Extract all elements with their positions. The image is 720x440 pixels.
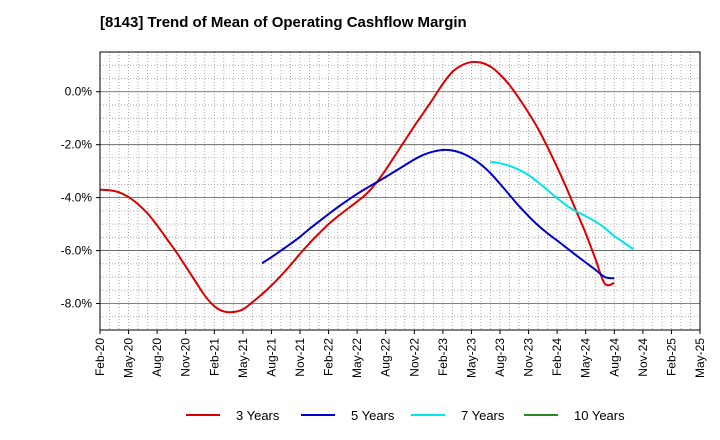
legend-swatch [524,414,558,416]
y-tick-label: -6.0% [61,244,93,258]
plot-frame [99,51,701,331]
series-layer [99,60,634,314]
series-line-3-years [99,60,615,314]
x-tick-label: Aug-22 [379,338,393,377]
x-tick-label: Feb-21 [207,338,221,376]
legend-label: 3 Years [236,407,280,423]
series-line-7-years [490,160,634,251]
x-tick-label: May-21 [236,338,250,378]
legend-item: 3 Years [186,404,279,426]
x-tick-label: Feb-24 [550,338,564,376]
x-tick-label: Nov-23 [522,338,536,377]
x-tick-label: Nov-22 [407,338,421,377]
x-tick-label: Nov-20 [179,338,193,377]
legend-item: 10 Years [524,404,625,426]
x-axis-ticks: Feb-20 May-20 Aug-20 Nov-20 Feb-21 May-21 Aug-… [93,330,707,378]
grid-layer [100,52,700,330]
legend-swatch [301,414,335,416]
y-tick-label: -2.0% [61,138,93,152]
legend: 3 Years 5 Years 7 Years 10 Years [0,404,720,426]
legend-swatch [186,414,220,416]
x-tick-label: May-25 [693,338,707,378]
x-tick-label: Nov-24 [636,338,650,377]
legend-swatch [411,414,445,416]
x-tick-label: May-20 [122,338,136,378]
y-tick-label: 0.0% [65,85,93,99]
legend-label: 5 Years [351,407,395,423]
x-tick-label: Aug-21 [264,338,278,377]
legend-label: 7 Years [461,407,505,423]
y-axis-ticks: 0.0% -2.0% -4.0% -6.0% -8.0% [61,85,100,311]
legend-item: 7 Years [411,404,504,426]
x-tick-label: Feb-20 [93,338,107,376]
x-tick-label: Feb-22 [322,338,336,376]
legend-item: 5 Years [301,404,394,426]
x-tick-label: May-22 [350,338,364,378]
x-tick-label: May-24 [579,338,593,378]
y-tick-label: -4.0% [61,191,93,205]
x-tick-label: Aug-20 [150,338,164,377]
y-tick-label: -8.0% [61,297,93,311]
x-tick-label: Aug-24 [607,338,621,377]
x-tick-label: Aug-23 [493,338,507,377]
x-tick-label: Feb-23 [436,338,450,376]
series-line-5-years [261,148,615,280]
x-tick-label: May-23 [464,338,478,378]
x-tick-label: Feb-25 [664,338,678,376]
chart-title: [8143] Trend of Mean of Operating Cashfl… [100,14,467,31]
legend-label: 10 Years [574,407,625,423]
x-tick-label: Nov-21 [293,338,307,377]
